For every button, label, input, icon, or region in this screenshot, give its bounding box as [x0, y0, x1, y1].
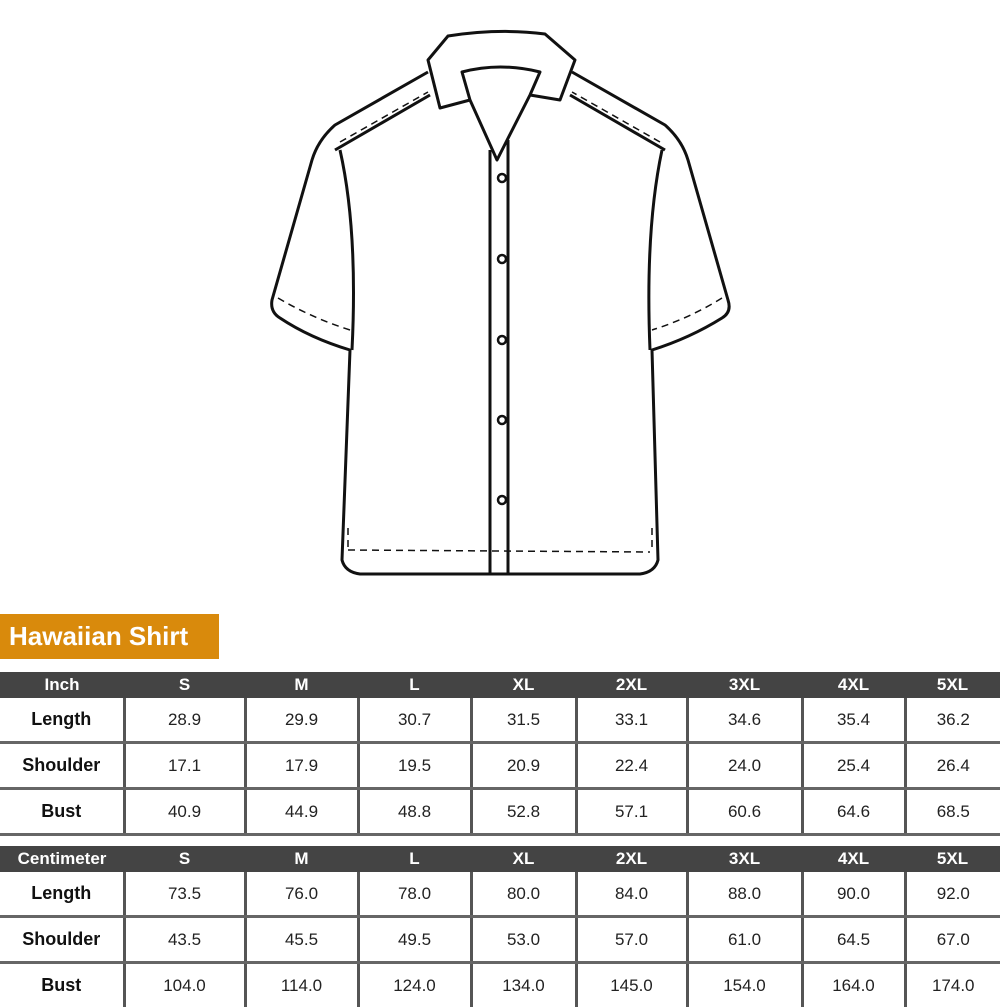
measurement-value: 154.0 [687, 963, 802, 1007]
measurement-value: 124.0 [358, 963, 471, 1007]
size-header: S [124, 672, 245, 698]
measurement-value: 44.9 [245, 789, 358, 835]
measurement-value: 90.0 [802, 872, 905, 917]
size-header: M [245, 846, 358, 872]
shirt-placket [490, 140, 508, 574]
button [498, 255, 506, 263]
measurement-value: 20.9 [471, 743, 576, 789]
measurement-value: 145.0 [576, 963, 687, 1007]
measurement-value: 164.0 [802, 963, 905, 1007]
unit-header: Centimeter [0, 846, 124, 872]
measurement-label: Shoulder [0, 917, 124, 963]
measurement-value: 64.6 [802, 789, 905, 835]
size-header: 4XL [802, 672, 905, 698]
measurement-value: 19.5 [358, 743, 471, 789]
measurement-value: 57.1 [576, 789, 687, 835]
measurement-label: Bust [0, 789, 124, 835]
shirt-collar [428, 31, 575, 160]
measurement-value: 104.0 [124, 963, 245, 1007]
measurement-value: 36.2 [905, 698, 1000, 743]
measurement-value: 67.0 [905, 917, 1000, 963]
measurement-value: 114.0 [245, 963, 358, 1007]
measurement-value: 43.5 [124, 917, 245, 963]
measurement-value: 28.9 [124, 698, 245, 743]
measurement-value: 35.4 [802, 698, 905, 743]
measurement-value: 25.4 [802, 743, 905, 789]
button [498, 416, 506, 424]
unit-header: Inch [0, 672, 124, 698]
size-header: 5XL [905, 846, 1000, 872]
measurement-value: 57.0 [576, 917, 687, 963]
measurement-value: 29.9 [245, 698, 358, 743]
measurement-value: 24.0 [687, 743, 802, 789]
measurement-value: 17.1 [124, 743, 245, 789]
measurement-value: 64.5 [802, 917, 905, 963]
measurement-value: 76.0 [245, 872, 358, 917]
measurement-label: Length [0, 872, 124, 917]
measurement-value: 52.8 [471, 789, 576, 835]
measurement-value: 17.9 [245, 743, 358, 789]
measurement-value: 68.5 [905, 789, 1000, 835]
measurement-value: 60.6 [687, 789, 802, 835]
measurement-value: 45.5 [245, 917, 358, 963]
size-header: 2XL [576, 846, 687, 872]
measurement-value: 48.8 [358, 789, 471, 835]
measurement-value: 34.6 [687, 698, 802, 743]
measurement-value: 40.9 [124, 789, 245, 835]
size-header: M [245, 672, 358, 698]
button [498, 496, 506, 504]
measurement-value: 134.0 [471, 963, 576, 1007]
shirt-yoke [335, 95, 665, 150]
measurement-value: 174.0 [905, 963, 1000, 1007]
measurement-value: 84.0 [576, 872, 687, 917]
shirt-sleeve-seam-right [649, 150, 662, 350]
measurement-value: 80.0 [471, 872, 576, 917]
measurement-value: 31.5 [471, 698, 576, 743]
measurement-value: 33.1 [576, 698, 687, 743]
measurement-value: 30.7 [358, 698, 471, 743]
button [498, 336, 506, 344]
product-title: Hawaiian Shirt [0, 614, 219, 659]
size-header: XL [471, 846, 576, 872]
size-header: 3XL [687, 846, 802, 872]
shirt-illustration [0, 0, 1000, 600]
measurement-value: 78.0 [358, 872, 471, 917]
size-header: L [358, 672, 471, 698]
shirt-sleeve-seam-left [340, 150, 354, 350]
size-header: L [358, 846, 471, 872]
measurement-label: Shoulder [0, 743, 124, 789]
measurement-value: 61.0 [687, 917, 802, 963]
measurement-label: Length [0, 698, 124, 743]
button [498, 174, 506, 182]
size-header: 3XL [687, 672, 802, 698]
measurement-value: 22.4 [576, 743, 687, 789]
measurement-value: 88.0 [687, 872, 802, 917]
size-header: 2XL [576, 672, 687, 698]
measurement-value: 53.0 [471, 917, 576, 963]
size-header: 5XL [905, 672, 1000, 698]
measurement-value: 26.4 [905, 743, 1000, 789]
size-header: XL [471, 672, 576, 698]
measurement-value: 49.5 [358, 917, 471, 963]
measurement-value: 92.0 [905, 872, 1000, 917]
size-header: S [124, 846, 245, 872]
measurement-value: 73.5 [124, 872, 245, 917]
measurement-label: Bust [0, 963, 124, 1007]
size-header: 4XL [802, 846, 905, 872]
